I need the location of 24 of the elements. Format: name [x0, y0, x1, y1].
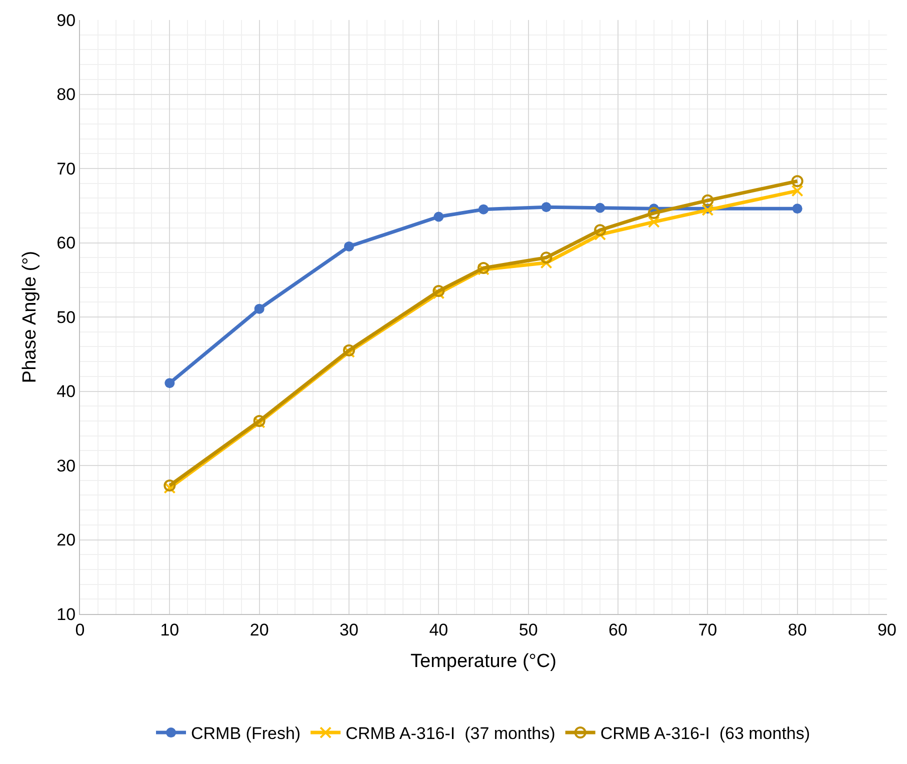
- y-tick-label: 30: [56, 456, 76, 476]
- x-tick-label: 0: [75, 620, 85, 640]
- x-tick-label: 40: [429, 620, 448, 640]
- x-tick-label: 70: [698, 620, 718, 640]
- y-tick-label: 90: [56, 10, 76, 30]
- y-tick-label: 40: [56, 382, 76, 402]
- y-axis-title: Phase Angle (°): [20, 250, 41, 384]
- legend-label: CRMB (Fresh): [191, 724, 301, 744]
- x-tick-label: 10: [160, 620, 180, 640]
- x-axis-title: Temperature (°C): [410, 651, 556, 672]
- x-tick-label: 50: [518, 620, 538, 640]
- x-tick-label: 60: [608, 620, 628, 640]
- y-tick-label: 70: [56, 159, 76, 178]
- legend-label: CRMB A-316-I (37 months): [346, 724, 556, 744]
- y-tick-label: 50: [56, 308, 76, 327]
- y-tick-label: 20: [56, 530, 76, 550]
- y-tick-label: 80: [56, 85, 76, 104]
- y-tick-label: 60: [56, 234, 76, 253]
- x-tick-label: 30: [340, 620, 358, 640]
- x-tick-label: 90: [878, 620, 896, 640]
- y-tick-label: 10: [56, 604, 76, 624]
- legend-label: CRMB A-316-I (63 months): [600, 724, 810, 744]
- x-tick-label: 80: [788, 620, 807, 640]
- x-tick-label: 20: [250, 620, 269, 640]
